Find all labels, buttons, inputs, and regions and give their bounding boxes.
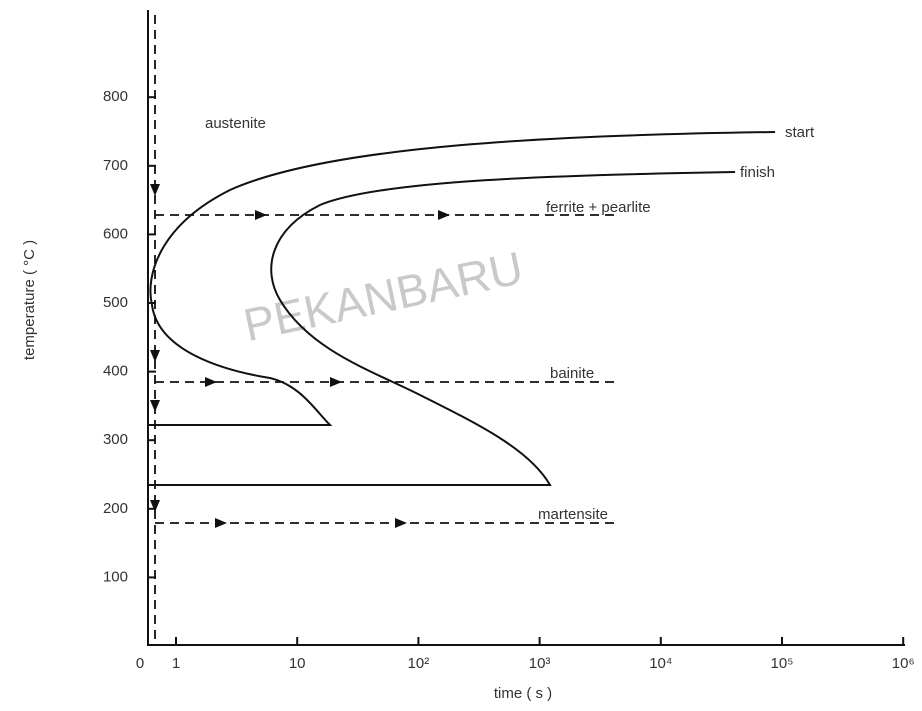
y-axis-label: temperature ( °C )	[21, 240, 38, 360]
label: ferrite + pearlite	[546, 199, 651, 216]
y-tick-label: 300	[103, 431, 128, 448]
y-tick-label: 400	[103, 363, 128, 380]
label: start	[785, 124, 815, 141]
x-tick-label: 10⁶	[892, 655, 915, 672]
label: austenite	[205, 115, 266, 132]
x-tick-label: 10³	[529, 655, 551, 672]
label: bainite	[550, 365, 594, 382]
y-tick-label: 200	[103, 500, 128, 517]
x-axis-label: time ( s )	[494, 685, 552, 702]
label: finish	[740, 164, 775, 181]
x-tick-label: 10²	[408, 655, 430, 672]
x-tick-label: 10	[289, 655, 306, 672]
y-tick-label: 100	[103, 568, 128, 585]
finish-curve	[148, 172, 735, 485]
diagram: PEKANBARU austenite start finish ferrite…	[0, 0, 922, 711]
watermark: PEKANBARU	[239, 241, 527, 351]
label: martensite	[538, 506, 608, 523]
y-tick-label: 700	[103, 157, 128, 174]
y-tick-label: 800	[103, 88, 128, 105]
x-tick-label: 1	[172, 655, 180, 672]
x-tick-label: 0	[136, 655, 144, 672]
y-tick-label: 500	[103, 294, 128, 311]
y-tick-label: 600	[103, 225, 128, 242]
x-tick-label: 10⁴	[649, 655, 672, 672]
x-tick-label: 10⁵	[771, 655, 794, 672]
